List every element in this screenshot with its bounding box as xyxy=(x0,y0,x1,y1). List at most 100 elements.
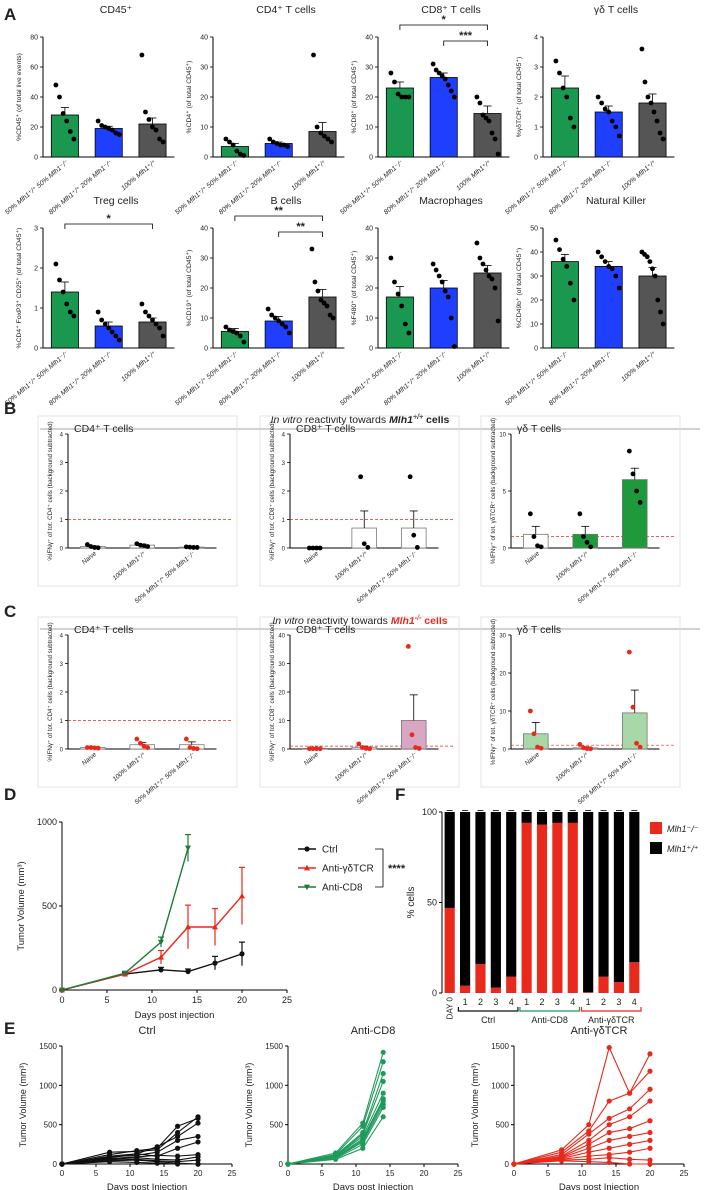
chart-title: Natural Killer xyxy=(586,195,647,207)
data-point xyxy=(609,266,615,272)
data-point xyxy=(309,246,315,252)
x-tick-label: 5 xyxy=(104,995,109,1005)
y-tick-label: 500 xyxy=(496,1121,510,1130)
y-tick-label: 0 xyxy=(204,346,208,353)
x-tick-label: 0 xyxy=(60,1169,65,1178)
y-tick-label: 1 xyxy=(34,306,38,313)
x-tick-label: 25 xyxy=(454,1169,463,1178)
y-tick-label: 80 xyxy=(30,35,38,42)
category-label: 1 xyxy=(524,997,529,1007)
y-tick-label: 0 xyxy=(503,748,507,754)
significance-label: *** xyxy=(459,30,473,42)
mouse-point xyxy=(195,1115,201,1121)
mouse-point xyxy=(586,1131,592,1137)
mouse-point xyxy=(380,1114,386,1120)
data-point xyxy=(411,532,417,538)
data-point xyxy=(237,151,243,157)
stacked-bar-segment xyxy=(490,812,501,988)
banner-b-suffix: cells xyxy=(423,414,449,426)
data-point xyxy=(658,309,663,315)
banner-b-sup: +/+ xyxy=(413,414,423,421)
data-point xyxy=(405,644,411,649)
marker xyxy=(239,892,245,899)
data-point xyxy=(157,325,162,331)
data-point xyxy=(276,318,282,324)
legend-label: Anti-γδTCR xyxy=(322,864,374,875)
data-point xyxy=(660,136,666,142)
data-point xyxy=(139,301,145,307)
category-label: Naive xyxy=(81,751,99,767)
y-tick-label: 60 xyxy=(30,65,38,72)
data-point xyxy=(317,746,323,752)
chart-title: CD8⁺ T cells xyxy=(296,624,355,636)
data-point xyxy=(439,73,445,79)
y-tick-label: 30 xyxy=(200,256,208,263)
data-point xyxy=(187,745,193,750)
data-point xyxy=(445,82,451,88)
significance-bracket xyxy=(64,223,153,229)
data-point xyxy=(553,237,559,243)
y-tick-label: 2 xyxy=(534,95,538,102)
y-tick-label: 500 xyxy=(44,1121,58,1130)
y-tick-label: 1000 xyxy=(491,1081,509,1090)
significance-label: ** xyxy=(274,205,283,217)
group-label: Anti-CD8 xyxy=(531,1015,568,1025)
mouse-point xyxy=(380,1059,386,1065)
category-label: 100% Mlh1⁺/⁺ xyxy=(290,159,328,192)
data-point xyxy=(626,649,632,655)
mouse-point xyxy=(647,1118,653,1124)
mouse-point xyxy=(627,1161,633,1167)
data-point xyxy=(223,136,229,142)
marker xyxy=(185,968,191,975)
data-point xyxy=(312,279,318,285)
chart-title: CD4⁺ T cells xyxy=(74,624,133,636)
legend-label: Ctrl xyxy=(322,845,338,856)
chart-title: CD8⁺ T cells xyxy=(296,423,355,435)
data-point xyxy=(150,317,155,323)
y-axis-label: Tumor Volume (mm³) xyxy=(244,1063,254,1148)
y-axis-label: Tumor Volume (mm³) xyxy=(16,861,27,950)
data-point xyxy=(150,124,155,130)
marker xyxy=(122,970,128,977)
stacked-bar-segment xyxy=(521,822,532,993)
mouse-point xyxy=(175,1137,181,1143)
legend-label: Anti-CD8 xyxy=(322,883,363,894)
chart-title: CD45⁺ xyxy=(100,4,132,16)
x-tick-label: 10 xyxy=(352,1169,361,1178)
legend-marker xyxy=(304,864,310,871)
mouse-point xyxy=(175,1145,181,1151)
data-point xyxy=(84,542,90,547)
y-tick-label: 20 xyxy=(365,286,373,293)
category-label: 100% Mlh1⁺/⁺ xyxy=(620,350,658,383)
stacked-bar-segment xyxy=(460,985,471,993)
mouse-point xyxy=(647,1157,653,1163)
mouse-point xyxy=(606,1115,612,1121)
banner-b-mid: reactivity towards xyxy=(302,414,389,426)
legend-label: Mlh1⁺/⁺ xyxy=(667,844,699,854)
mouse-line xyxy=(287,1052,384,1165)
panel-label-c: C xyxy=(4,602,16,621)
x-tick-label: 0 xyxy=(59,995,64,1005)
x-tick-label: 15 xyxy=(160,1169,169,1178)
category-label: 4 xyxy=(570,997,575,1007)
x-tick-label: 10 xyxy=(578,1169,587,1178)
y-tick-label: 0 xyxy=(369,346,373,353)
category-label: 3 xyxy=(555,997,560,1007)
data-point xyxy=(448,315,454,321)
y-axis-label: Tumor Volume (mm³) xyxy=(470,1063,480,1148)
y-tick-label: 40 xyxy=(278,634,285,640)
data-point xyxy=(194,746,200,752)
x-axis-label: Days post injection xyxy=(135,1010,215,1021)
y-tick-label: 1 xyxy=(60,719,64,725)
data-point xyxy=(495,151,501,157)
data-point xyxy=(451,344,457,349)
mouse-point xyxy=(175,1153,181,1159)
data-point xyxy=(92,745,97,751)
data-point xyxy=(358,474,364,480)
mouse-point xyxy=(627,1126,633,1132)
category-label: 100% Mlh1⁺/⁺ xyxy=(290,350,328,383)
data-point xyxy=(139,52,145,58)
mouse-point xyxy=(647,1086,653,1092)
y-tick-label: 1000 xyxy=(265,1081,283,1090)
